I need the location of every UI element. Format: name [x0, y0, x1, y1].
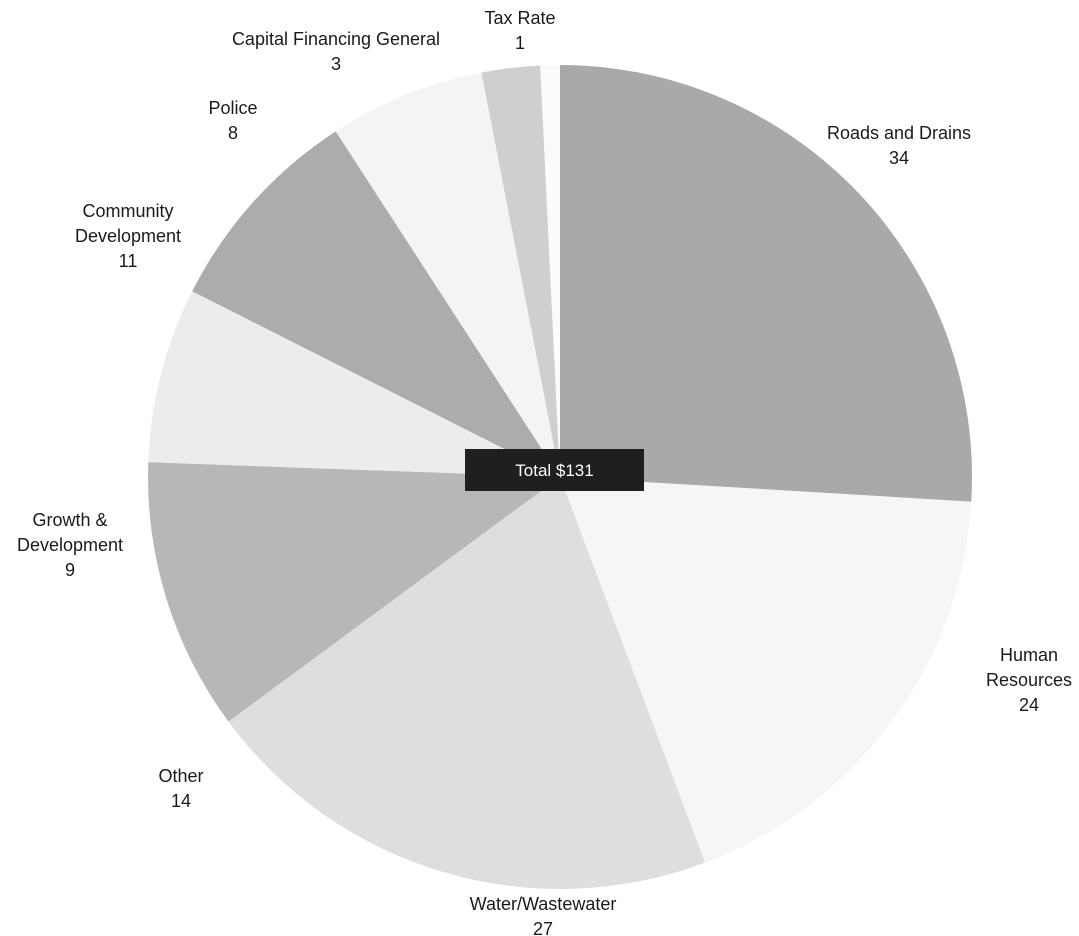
slice-name-water-wastewater: Water/Wastewater: [470, 894, 617, 914]
slice-label-tax-rate: Tax Rate 1: [484, 8, 555, 53]
slice-value-police: 8: [228, 123, 238, 143]
pie-slice-growth-development: [148, 291, 560, 477]
slice-label-human-resources: Human Resources 24: [986, 645, 1072, 715]
pie-slice-capital-financing-general: [481, 65, 560, 477]
slice-value-growth-development: 9: [65, 560, 75, 580]
pie-labels: Roads and Drains 34 Human Resources 24 Water/…: [17, 8, 1072, 936]
slice-name-other: Other: [158, 766, 203, 786]
slice-name-tax-rate: Tax Rate: [484, 8, 555, 28]
slice-label-growth-development: Growth & Development 9: [17, 510, 123, 580]
pie-slice-community-development: [192, 131, 561, 477]
slice-value-community-development: 11: [119, 251, 138, 271]
slice-name-police: Police: [208, 98, 257, 118]
slice-name-community-development: Development: [75, 226, 181, 246]
slice-name-growth-development: Growth &: [32, 510, 107, 530]
pie-slice-tax-rate: [540, 64, 560, 477]
pie-slice-other: [148, 462, 560, 722]
slice-label-roads-and-drains: Roads and Drains 34: [827, 123, 971, 168]
slice-label-other: Other 14: [158, 766, 203, 811]
pie-slice-human-resources: [560, 477, 972, 863]
pie-slices: [148, 64, 973, 889]
slice-value-water-wastewater: 27: [533, 919, 553, 936]
slice-name-capital-financing-general: Capital Financing General: [232, 29, 440, 49]
pie-slice-police: [335, 72, 560, 477]
total-badge: Total $131: [465, 449, 644, 491]
slice-value-roads-and-drains: 34: [889, 148, 909, 168]
slice-name-human-resources: Human: [1000, 645, 1058, 665]
slice-label-police: Police 8: [208, 98, 257, 143]
slice-name-growth-development: Development: [17, 535, 123, 555]
total-label: Total $131: [515, 461, 593, 480]
pie-slice-water-wastewater: [228, 477, 706, 889]
slice-label-capital-financing-general: Capital Financing General 3: [232, 29, 440, 74]
slice-name-community-development: Community: [82, 201, 173, 221]
slice-label-community-development: Community Development 11: [75, 201, 181, 271]
slice-value-human-resources: 24: [1019, 695, 1039, 715]
slice-label-water-wastewater: Water/Wastewater 27: [470, 894, 617, 936]
slice-value-tax-rate: 1: [515, 33, 525, 53]
slice-name-human-resources: Resources: [986, 670, 1072, 690]
slice-value-other: 14: [171, 791, 191, 811]
slice-value-capital-financing-general: 3: [331, 54, 341, 74]
slice-name-roads-and-drains: Roads and Drains: [827, 123, 971, 143]
pie-slice-roads-and-drains: [560, 65, 973, 502]
total-badge-box: [465, 449, 644, 491]
